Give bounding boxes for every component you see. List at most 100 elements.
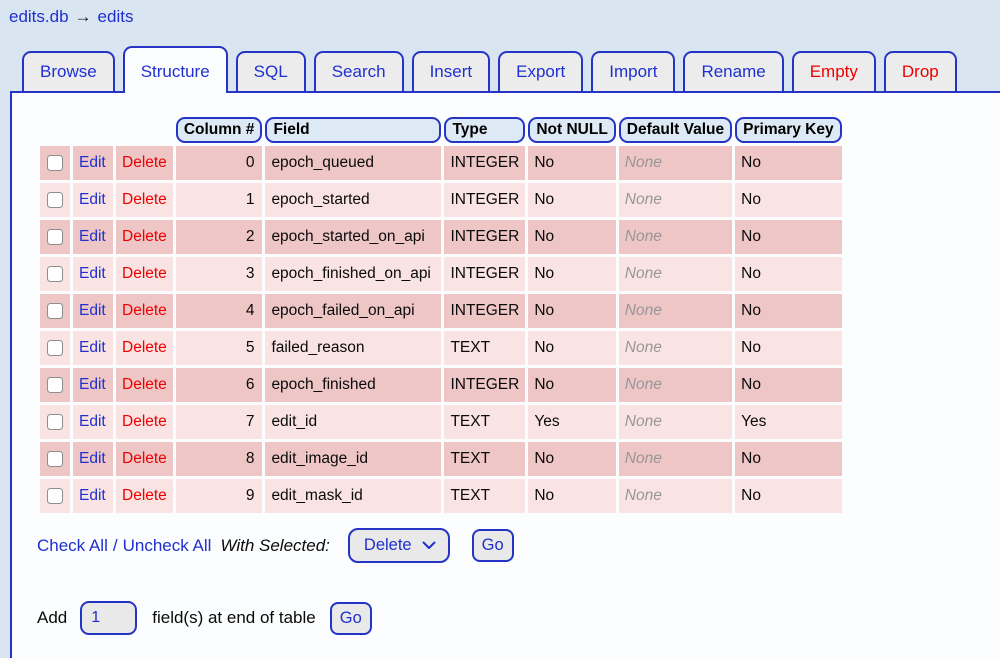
delete-link[interactable]: Delete <box>122 487 167 504</box>
chevron-down-icon <box>422 541 436 550</box>
not-null-cell: No <box>528 479 616 513</box>
row-checkbox[interactable] <box>47 302 63 319</box>
tab-structure[interactable]: Structure <box>122 46 228 93</box>
edit-link[interactable]: Edit <box>79 302 106 319</box>
not-null-cell: Yes <box>528 405 616 439</box>
column-header-primary-key: Primary Key <box>735 117 842 143</box>
edit-link[interactable]: Edit <box>79 413 106 430</box>
delete-link[interactable]: Delete <box>122 302 167 319</box>
row-checkbox-cell <box>40 479 70 513</box>
row-checkbox[interactable] <box>47 339 63 356</box>
header-spacer <box>40 117 70 143</box>
column-header-column-number: Column # <box>175 117 263 143</box>
tab-import[interactable]: Import <box>591 51 676 91</box>
type-cell: TEXT <box>444 405 526 439</box>
row-checkbox[interactable] <box>47 450 63 467</box>
primary-key-cell: No <box>735 183 842 217</box>
row-checkbox[interactable] <box>47 265 63 282</box>
edit-link[interactable]: Edit <box>79 191 106 208</box>
selection-bar: Check All / Uncheck All With Selected: D… <box>37 528 1000 563</box>
field-count-input[interactable] <box>80 601 138 635</box>
default-value-cell: None <box>618 442 733 476</box>
tab-drop[interactable]: Drop <box>883 51 957 91</box>
column-number-cell: 2 <box>175 220 263 254</box>
breadcrumb-database-link[interactable]: edits.db <box>9 7 69 26</box>
with-selected-dropdown[interactable]: Delete <box>347 528 450 563</box>
column-header-type: Type <box>444 117 526 143</box>
tab-browse[interactable]: Browse <box>22 51 115 91</box>
row-checkbox[interactable] <box>47 191 63 208</box>
delete-cell: Delete <box>116 442 173 476</box>
delete-link[interactable]: Delete <box>122 265 167 282</box>
edit-cell: Edit <box>73 257 113 291</box>
breadcrumb: edits.db → edits <box>0 0 1000 27</box>
breadcrumb-table-link[interactable]: edits <box>97 7 134 26</box>
field-name-cell: epoch_started_on_api <box>265 220 442 254</box>
add-fields-go-button[interactable]: Go <box>329 601 372 635</box>
with-selected-label: With Selected: <box>220 535 330 555</box>
type-cell: INTEGER <box>444 257 526 291</box>
row-checkbox[interactable] <box>47 228 63 245</box>
delete-link[interactable]: Delete <box>122 228 167 245</box>
row-checkbox-cell <box>40 442 70 476</box>
row-checkbox[interactable] <box>47 376 63 393</box>
not-null-cell: No <box>528 257 616 291</box>
primary-key-cell: No <box>735 368 842 402</box>
default-value-cell: None <box>618 331 733 365</box>
edit-link[interactable]: Edit <box>79 339 106 356</box>
field-name-cell: epoch_started <box>265 183 442 217</box>
breadcrumb-arrow-icon: → <box>74 7 92 26</box>
edit-link[interactable]: Edit <box>79 154 106 171</box>
edit-cell: Edit <box>73 183 113 217</box>
row-checkbox[interactable] <box>47 487 63 504</box>
add-fields-bar: Add field(s) at end of table Go <box>37 601 1000 635</box>
delete-cell: Delete <box>116 294 173 328</box>
row-checkbox-cell <box>40 220 70 254</box>
not-null-cell: No <box>528 294 616 328</box>
tab-sql[interactable]: SQL <box>235 51 306 91</box>
default-value-cell: None <box>618 479 733 513</box>
delete-link[interactable]: Delete <box>122 413 167 430</box>
default-value-cell: None <box>618 257 733 291</box>
default-value-cell: None <box>618 405 733 439</box>
tab-insert[interactable]: Insert <box>411 51 491 91</box>
type-cell: TEXT <box>444 479 526 513</box>
column-number-cell: 4 <box>175 294 263 328</box>
delete-cell: Delete <box>116 183 173 217</box>
edit-cell: Edit <box>73 442 113 476</box>
table-row: Edit Delete 2 epoch_started_on_api INTEGER No… <box>40 220 842 254</box>
table-row: Edit Delete 1 epoch_started INTEGER No None No <box>40 183 842 217</box>
uncheck-all-link[interactable]: Uncheck All <box>122 535 212 555</box>
check-all-link[interactable]: Check All <box>37 535 108 555</box>
with-selected-go-button[interactable]: Go <box>471 529 514 562</box>
row-checkbox-cell <box>40 183 70 217</box>
edit-link[interactable]: Edit <box>79 265 106 282</box>
row-checkbox[interactable] <box>47 413 63 430</box>
type-cell: INTEGER <box>444 183 526 217</box>
add-label: Add <box>37 608 68 627</box>
delete-link[interactable]: Delete <box>122 154 167 171</box>
tab-search[interactable]: Search <box>313 51 404 91</box>
edit-link[interactable]: Edit <box>79 228 106 245</box>
structure-table: Column # Field Type Not NULL Default Val… <box>37 114 845 516</box>
edit-link[interactable]: Edit <box>79 450 106 467</box>
delete-cell: Delete <box>116 220 173 254</box>
tab-rename[interactable]: Rename <box>683 51 784 91</box>
tab-empty[interactable]: Empty <box>791 51 876 91</box>
delete-link[interactable]: Delete <box>122 376 167 393</box>
edit-link[interactable]: Edit <box>79 487 106 504</box>
edit-link[interactable]: Edit <box>79 376 106 393</box>
table-row: Edit Delete 9 edit_mask_id TEXT No None No <box>40 479 842 513</box>
delete-link[interactable]: Delete <box>122 191 167 208</box>
edit-cell: Edit <box>73 368 113 402</box>
edit-cell: Edit <box>73 331 113 365</box>
row-checkbox[interactable] <box>47 154 63 171</box>
edit-cell: Edit <box>73 146 113 180</box>
field-name-cell: failed_reason <box>265 331 442 365</box>
delete-link[interactable]: Delete <box>122 339 167 356</box>
tab-export[interactable]: Export <box>498 51 584 91</box>
not-null-cell: No <box>528 220 616 254</box>
field-name-cell: edit_image_id <box>265 442 442 476</box>
edit-cell: Edit <box>73 479 113 513</box>
delete-link[interactable]: Delete <box>122 450 167 467</box>
